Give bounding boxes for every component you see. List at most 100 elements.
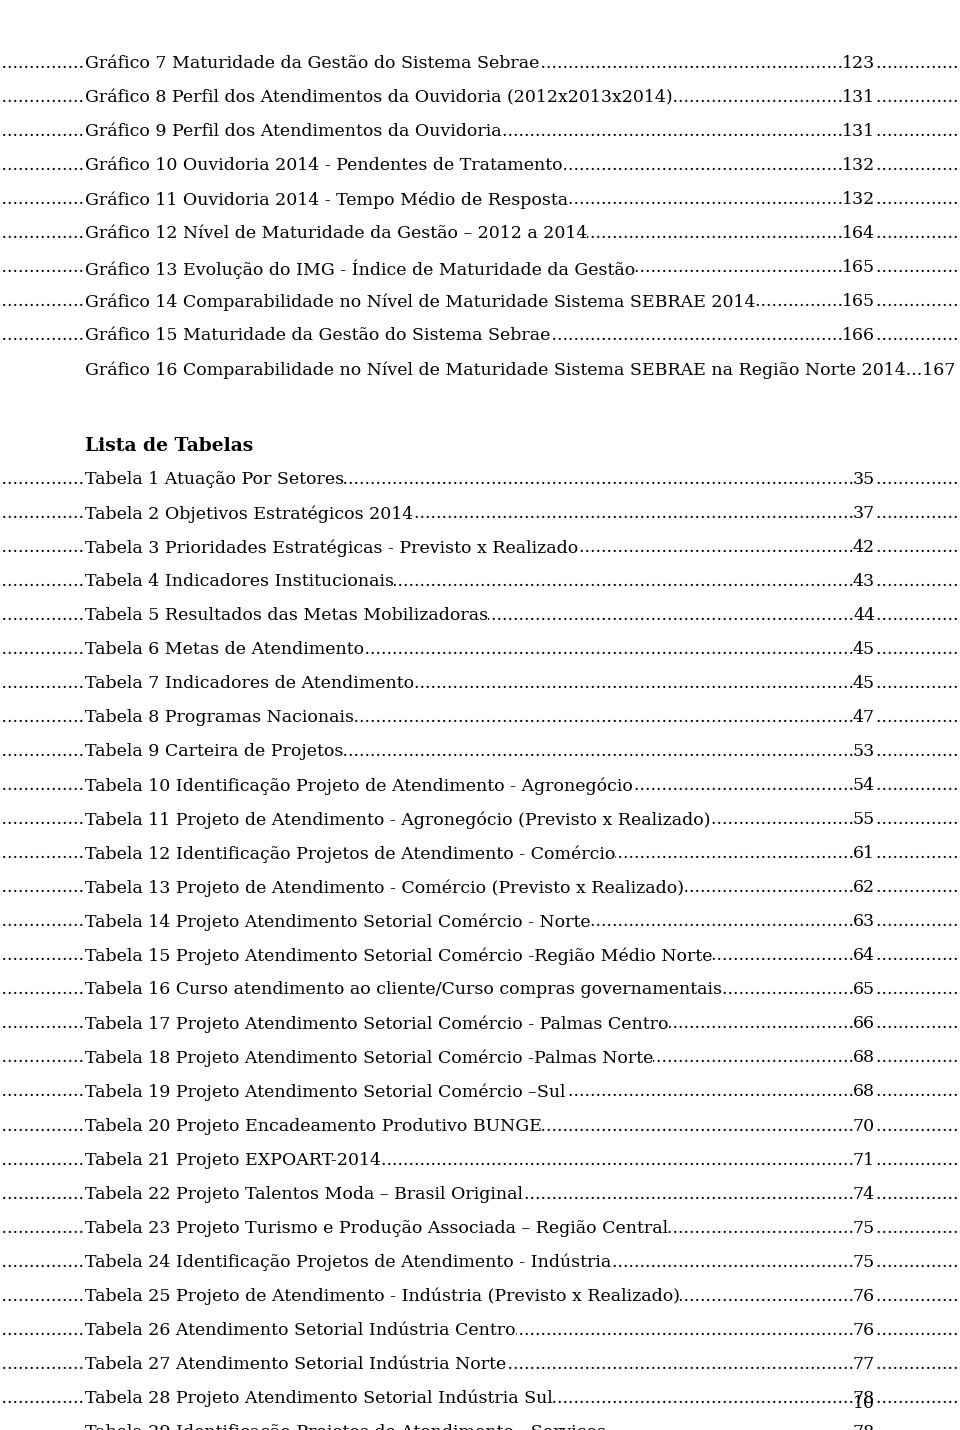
Text: Tabela 17 Projeto Atendimento Setorial Comércio - Palmas Centro: Tabela 17 Projeto Atendimento Setorial C… xyxy=(85,1015,668,1032)
Text: 68: 68 xyxy=(853,1050,875,1067)
Text: ................................................................................: ........................................… xyxy=(0,1084,960,1101)
Text: 76: 76 xyxy=(852,1287,875,1304)
Text: 71: 71 xyxy=(852,1151,875,1168)
Text: ................................................................................: ........................................… xyxy=(0,1424,960,1430)
Text: Gráfico 10 Ouvidoria 2014 - Pendentes de Tratamento: Gráfico 10 Ouvidoria 2014 - Pendentes de… xyxy=(85,157,563,174)
Text: ................................................................................: ........................................… xyxy=(0,1287,960,1304)
Text: 47: 47 xyxy=(852,709,875,726)
Text: 165: 165 xyxy=(842,293,875,310)
Text: 70: 70 xyxy=(852,1117,875,1134)
Text: 45: 45 xyxy=(852,641,875,658)
Text: ................................................................................: ........................................… xyxy=(0,505,960,522)
Text: Tabela 16 Curso atendimento ao cliente/Curso compras governamentais: Tabela 16 Curso atendimento ao cliente/C… xyxy=(85,981,722,998)
Text: ................................................................................: ........................................… xyxy=(0,192,960,209)
Text: ................................................................................: ........................................… xyxy=(0,608,960,623)
Text: 131: 131 xyxy=(842,89,875,106)
Text: Tabela 19 Projeto Atendimento Setorial Comércio –Sul: Tabela 19 Projeto Atendimento Setorial C… xyxy=(85,1084,565,1101)
Text: Tabela 5 Resultados das Metas Mobilizadoras: Tabela 5 Resultados das Metas Mobilizado… xyxy=(85,608,488,623)
Text: Tabela 4 Indicadores Institucionais: Tabela 4 Indicadores Institucionais xyxy=(85,573,394,591)
Text: ................................................................................: ........................................… xyxy=(0,1185,960,1203)
Text: Tabela 7 Indicadores de Atendimento: Tabela 7 Indicadores de Atendimento xyxy=(85,675,414,692)
Text: ................................................................................: ........................................… xyxy=(0,709,960,726)
Text: ................................................................................: ........................................… xyxy=(0,879,960,897)
Text: Gráfico 12 Nível de Maturidade da Gestão – 2012 a 2014: Gráfico 12 Nível de Maturidade da Gestão… xyxy=(85,225,588,242)
Text: ................................................................................: ........................................… xyxy=(0,981,960,998)
Text: 164: 164 xyxy=(842,225,875,242)
Text: 77: 77 xyxy=(852,1356,875,1373)
Text: Gráfico 9 Perfil dos Atendimentos da Ouvidoria: Gráfico 9 Perfil dos Atendimentos da Ouv… xyxy=(85,123,502,140)
Text: Tabela 1 Atuação Por Setores: Tabela 1 Atuação Por Setores xyxy=(85,470,344,488)
Text: ................................................................................: ........................................… xyxy=(0,123,960,140)
Text: 74: 74 xyxy=(852,1185,875,1203)
Text: Gráfico 14 Comparabilidade no Nível de Maturidade Sistema SEBRAE 2014: Gráfico 14 Comparabilidade no Nível de M… xyxy=(85,293,756,310)
Text: ................................................................................: ........................................… xyxy=(0,675,960,692)
Text: 42: 42 xyxy=(852,539,875,556)
Text: 131: 131 xyxy=(842,123,875,140)
Text: Tabela 18 Projeto Atendimento Setorial Comércio -Palmas Norte: Tabela 18 Projeto Atendimento Setorial C… xyxy=(85,1050,654,1067)
Text: 63: 63 xyxy=(852,914,875,931)
Text: ................................................................................: ........................................… xyxy=(0,293,960,310)
Text: 165: 165 xyxy=(842,259,875,276)
Text: ................................................................................: ........................................… xyxy=(0,1050,960,1067)
Text: Tabela 28 Projeto Atendimento Setorial Indústria Sul: Tabela 28 Projeto Atendimento Setorial I… xyxy=(85,1390,553,1407)
Text: 75: 75 xyxy=(852,1254,875,1271)
Text: Tabela 3 Prioridades Estratégicas - Previsto x Realizado: Tabela 3 Prioridades Estratégicas - Prev… xyxy=(85,539,578,556)
Text: ................................................................................: ........................................… xyxy=(0,539,960,556)
Text: 132: 132 xyxy=(842,192,875,209)
Text: 62: 62 xyxy=(852,879,875,897)
Text: 75: 75 xyxy=(852,1220,875,1237)
Text: ................................................................................: ........................................… xyxy=(0,225,960,242)
Text: Tabela 22 Projeto Talentos Moda – Brasil Original: Tabela 22 Projeto Talentos Moda – Brasil… xyxy=(85,1185,523,1203)
Text: Gráfico 11 Ouvidoria 2014 - Tempo Médio de Resposta: Gráfico 11 Ouvidoria 2014 - Tempo Médio … xyxy=(85,192,568,209)
Text: 78: 78 xyxy=(852,1390,875,1407)
Text: Tabela 13 Projeto de Atendimento - Comércio (Previsto x Realizado): Tabela 13 Projeto de Atendimento - Comér… xyxy=(85,879,684,897)
Text: 65: 65 xyxy=(852,981,875,998)
Text: Gráfico 7 Maturidade da Gestão do Sistema Sebrae: Gráfico 7 Maturidade da Gestão do Sistem… xyxy=(85,54,540,72)
Text: Tabela 12 Identificação Projetos de Atendimento - Comércio: Tabela 12 Identificação Projetos de Aten… xyxy=(85,845,615,862)
Text: ................................................................................: ........................................… xyxy=(0,1117,960,1134)
Text: 44: 44 xyxy=(853,608,875,623)
Text: Tabela 20 Projeto Encadeamento Produtivo BUNGE: Tabela 20 Projeto Encadeamento Produtivo… xyxy=(85,1117,541,1134)
Text: 37: 37 xyxy=(852,505,875,522)
Text: Tabela 10 Identificação Projeto de Atendimento - Agronegócio: Tabela 10 Identificação Projeto de Atend… xyxy=(85,778,633,795)
Text: Tabela 23 Projeto Turismo e Produção Associada – Região Central: Tabela 23 Projeto Turismo e Produção Ass… xyxy=(85,1220,668,1237)
Text: ................................................................................: ........................................… xyxy=(0,1220,960,1237)
Text: Tabela 2 Objetivos Estratégicos 2014: Tabela 2 Objetivos Estratégicos 2014 xyxy=(85,505,413,522)
Text: Gráfico 16 Comparabilidade no Nível de Maturidade Sistema SEBRAE na Região Norte: Gráfico 16 Comparabilidade no Nível de M… xyxy=(85,362,955,379)
Text: Tabela 6 Metas de Atendimento: Tabela 6 Metas de Atendimento xyxy=(85,641,364,658)
Text: ................................................................................: ........................................… xyxy=(0,54,960,72)
Text: ................................................................................: ........................................… xyxy=(0,470,960,488)
Text: ................................................................................: ........................................… xyxy=(0,1151,960,1168)
Text: 78: 78 xyxy=(852,1424,875,1430)
Text: Tabela 8 Programas Nacionais: Tabela 8 Programas Nacionais xyxy=(85,709,354,726)
Text: Gráfico 8 Perfil dos Atendimentos da Ouvidoria (2012x2013x2014): Gráfico 8 Perfil dos Atendimentos da Ouv… xyxy=(85,89,673,106)
Text: ................................................................................: ........................................… xyxy=(0,1390,960,1407)
Text: Tabela 9 Carteira de Projetos: Tabela 9 Carteira de Projetos xyxy=(85,744,344,761)
Text: 64: 64 xyxy=(853,947,875,964)
Text: Tabela 21 Projeto EXPOART-2014: Tabela 21 Projeto EXPOART-2014 xyxy=(85,1151,381,1168)
Text: ................................................................................: ........................................… xyxy=(0,327,960,345)
Text: Tabela 14 Projeto Atendimento Setorial Comércio - Norte: Tabela 14 Projeto Atendimento Setorial C… xyxy=(85,914,590,931)
Text: Gráfico 13 Evolução do IMG - Índice de Maturidade da Gestão: Gráfico 13 Evolução do IMG - Índice de M… xyxy=(85,259,636,279)
Text: Tabela 26 Atendimento Setorial Indústria Centro: Tabela 26 Atendimento Setorial Indústria… xyxy=(85,1321,516,1338)
Text: 43: 43 xyxy=(852,573,875,591)
Text: ................................................................................: ........................................… xyxy=(0,641,960,658)
Text: ................................................................................: ........................................… xyxy=(0,1254,960,1271)
Text: Tabela 11 Projeto de Atendimento - Agronegócio (Previsto x Realizado): Tabela 11 Projeto de Atendimento - Agron… xyxy=(85,811,710,829)
Text: 35: 35 xyxy=(852,470,875,488)
Text: 45: 45 xyxy=(852,675,875,692)
Text: ................................................................................: ........................................… xyxy=(0,157,960,174)
Text: ................................................................................: ........................................… xyxy=(0,811,960,828)
Text: ................................................................................: ........................................… xyxy=(0,845,960,862)
Text: ................................................................................: ........................................… xyxy=(0,1356,960,1373)
Text: Gráfico 15 Maturidade da Gestão do Sistema Sebrae: Gráfico 15 Maturidade da Gestão do Siste… xyxy=(85,327,550,345)
Text: 61: 61 xyxy=(853,845,875,862)
Text: Tabela 29 Identificação Projetos de Atendimento - Serviços: Tabela 29 Identificação Projetos de Aten… xyxy=(85,1424,606,1430)
Text: 54: 54 xyxy=(852,778,875,794)
Text: ................................................................................: ........................................… xyxy=(0,744,960,761)
Text: 166: 166 xyxy=(842,327,875,345)
Text: Tabela 15 Projeto Atendimento Setorial Comércio -Região Médio Norte: Tabela 15 Projeto Atendimento Setorial C… xyxy=(85,947,712,965)
Text: 132: 132 xyxy=(842,157,875,174)
Text: ................................................................................: ........................................… xyxy=(0,778,960,794)
Text: ................................................................................: ........................................… xyxy=(0,89,960,106)
